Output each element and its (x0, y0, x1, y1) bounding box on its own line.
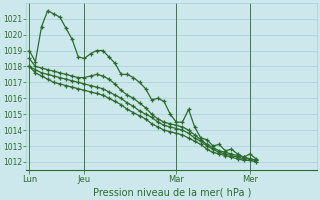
X-axis label: Pression niveau de la mer( hPa ): Pression niveau de la mer( hPa ) (92, 187, 251, 197)
